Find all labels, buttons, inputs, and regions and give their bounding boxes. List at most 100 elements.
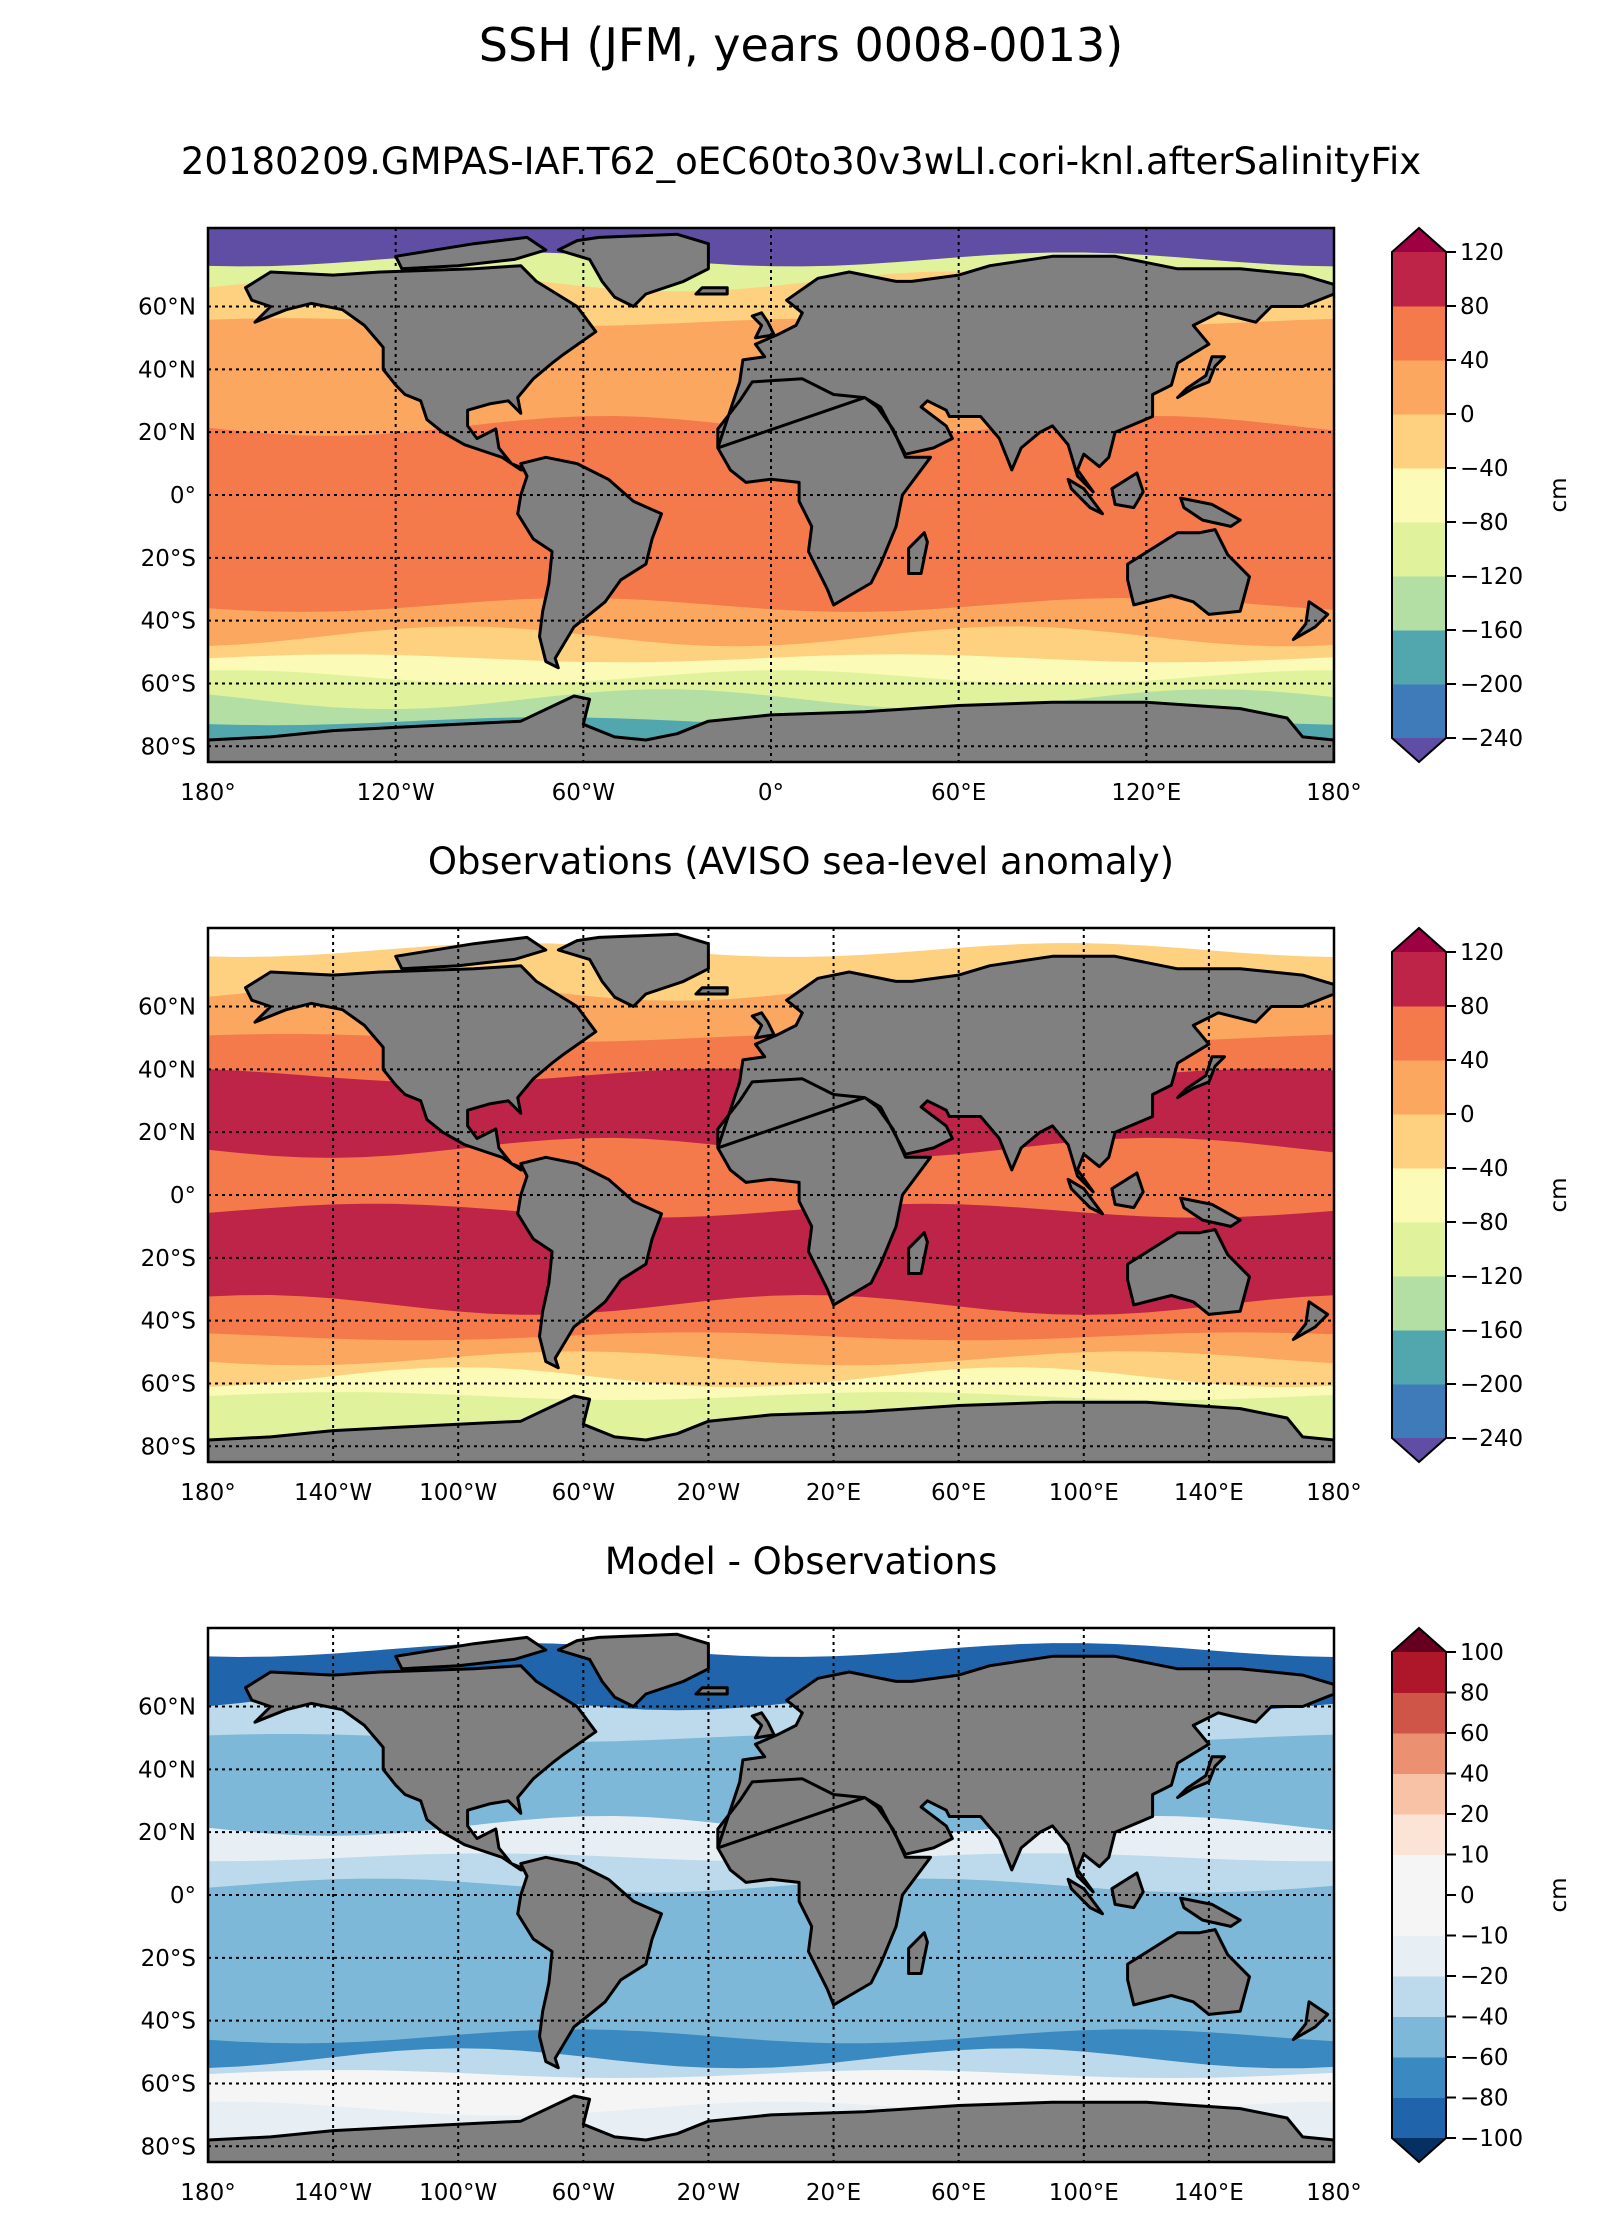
colorbar-label: cm: [1546, 477, 1572, 512]
land-uk: [750, 311, 776, 340]
map-area: [208, 928, 1334, 1462]
y-tick-label: 60°S: [141, 2071, 196, 2097]
colorbar-tick-label: −160: [1460, 1318, 1523, 1344]
land-uk: [750, 1011, 776, 1040]
land-iceland: [694, 1686, 729, 1696]
y-tick-label: 80°S: [141, 2134, 196, 2160]
land-iceland: [694, 986, 729, 996]
colorbar-segment: [1392, 414, 1446, 469]
colorbar-tick-label: 60: [1460, 1721, 1489, 1747]
colorbar-segment: [1392, 2016, 1446, 2058]
colorbar-over-extension: [1392, 1628, 1446, 1652]
x-tick-label: 140°W: [294, 1480, 372, 1506]
x-tick-label: 20°E: [806, 2180, 861, 2206]
colorbar-tick-label: −60: [1460, 2045, 1509, 2071]
land-australia: [1126, 528, 1251, 616]
land-south-america: [516, 1855, 663, 2070]
y-tick-label: 0°: [170, 1883, 196, 1909]
colorbar-tick-label: −80: [1460, 1210, 1509, 1236]
colorbar-tick-label: 80: [1460, 294, 1489, 320]
y-tick-label: 0°: [170, 483, 196, 509]
colorbar-tick-label: −40: [1460, 1156, 1509, 1182]
x-tick-label: 180°: [180, 2180, 235, 2206]
y-tick-label: 60°N: [138, 995, 196, 1021]
x-tick-label: 60°E: [931, 780, 986, 806]
colorbar-segment: [1392, 468, 1446, 523]
map-area: [208, 1628, 1334, 2162]
map-area: [208, 228, 1334, 762]
colorbar-segment: [1392, 1692, 1446, 1734]
x-tick-label: 140°E: [1174, 1480, 1244, 1506]
land-africa-eurasia: [716, 1654, 1334, 2007]
x-tick-label: 140°E: [1174, 2180, 1244, 2206]
land-north-america: [244, 264, 598, 472]
land-new-zealand: [1291, 1300, 1330, 1341]
land-sumatra: [1066, 1877, 1104, 1916]
colorbar-tick-label: −240: [1460, 1426, 1523, 1452]
colorbar-segment: [1392, 1854, 1446, 1896]
colorbar-segment: [1392, 1330, 1446, 1385]
field-band: [208, 494, 1334, 564]
panel-observations: 180° 140°W 100°W 60°W 20°W 20°E 60°E 100°E 140°E…: [138, 926, 1572, 1506]
colorbar-tick-label: 120: [1460, 240, 1504, 266]
field-band: [208, 1894, 1334, 2002]
colorbar-segment: [1392, 1773, 1446, 1815]
land-iceland: [694, 286, 729, 296]
land-japan: [1176, 355, 1226, 400]
y-tick-label: 60°N: [138, 1695, 196, 1721]
colorbar-segment: [1392, 1114, 1446, 1169]
colorbar-tick-label: 80: [1460, 994, 1489, 1020]
land-japan: [1176, 1755, 1226, 1800]
y-tick-label: 20°N: [138, 1120, 196, 1146]
colorbar: −240 −200 −160 −120 −80 −40 0 40 80 120 cm: [1391, 926, 1572, 1464]
colorbar-segment: [1392, 1168, 1446, 1223]
colorbar: −240 −200 −160 −120 −80 −40 0 40 80 120 cm: [1391, 226, 1572, 764]
colorbar-tick-label: 20: [1460, 1802, 1489, 1828]
colorbar-tick-label: −40: [1460, 2005, 1509, 2031]
colorbar-segment: [1392, 1276, 1446, 1331]
colorbar-tick-label: −100: [1460, 2126, 1523, 2152]
field-band: [208, 547, 1334, 617]
colorbar-segment: [1392, 1976, 1446, 2017]
x-tick-label: 60°W: [552, 780, 616, 806]
colorbar-segment: [1392, 252, 1446, 307]
map-frame: [206, 926, 1336, 1464]
land-sumatra: [1066, 477, 1104, 516]
land-borneo: [1110, 471, 1145, 510]
y-tick-label: 40°N: [138, 1057, 196, 1083]
land-greenland: [556, 232, 710, 308]
colorbar-tick-label: 0: [1460, 1102, 1475, 1128]
y-tick-label: 60°S: [141, 671, 196, 697]
colorbar-segment: [1392, 306, 1446, 361]
colorbar-segment: [1392, 360, 1446, 415]
colorbar-tick-label: −10: [1460, 1924, 1509, 1950]
colorbar-segment: [1392, 576, 1446, 631]
colorbar-segment: [1392, 1060, 1446, 1115]
colorbar-segment: [1392, 1652, 1446, 1693]
land-madagascar: [907, 1231, 929, 1275]
colorbar-segment: [1392, 684, 1446, 739]
map-frame: [206, 226, 1336, 764]
land-sumatra: [1066, 1177, 1104, 1216]
colorbar-tick-label: 100: [1460, 1640, 1504, 1666]
colorbar-tick-label: −20: [1460, 1964, 1509, 1990]
y-tick-label: 20°S: [141, 1946, 196, 1972]
y-tick-label: 60°S: [141, 1371, 196, 1397]
land-canadian-archipelago: [394, 935, 548, 971]
y-tick-label: 20°S: [141, 546, 196, 572]
colorbar-tick-label: −80: [1460, 2086, 1509, 2112]
x-tick-label: 60°W: [552, 2180, 616, 2206]
colorbar-tick-label: −240: [1460, 726, 1523, 752]
x-tick-label: 100°E: [1049, 2180, 1119, 2206]
x-tick-label: 180°: [180, 1480, 235, 1506]
colorbar-tick-label: 40: [1460, 348, 1489, 374]
colorbar-segment: [1392, 952, 1446, 1007]
colorbar-tick-label: −200: [1460, 672, 1523, 698]
x-tick-label: 60°E: [931, 2180, 986, 2206]
y-tick-label: 20°S: [141, 1246, 196, 1272]
colorbar-segment: [1392, 2057, 1446, 2098]
colorbar-label: cm: [1546, 1177, 1572, 1212]
colorbar-over-extension: [1392, 928, 1446, 952]
colorbar-segment: [1392, 1006, 1446, 1061]
land-australia: [1126, 1228, 1251, 1316]
